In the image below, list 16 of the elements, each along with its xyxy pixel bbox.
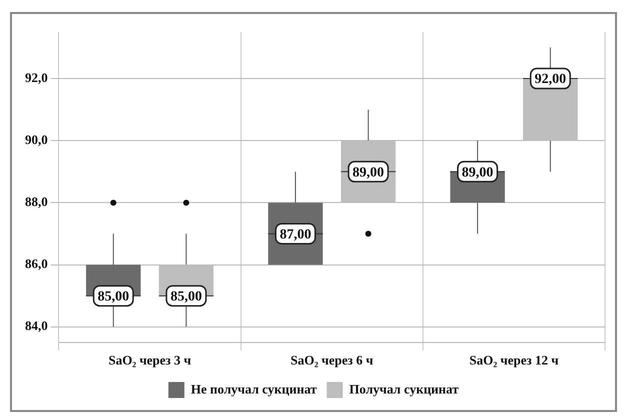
text: 85,00 [170, 289, 202, 304]
legend-label: Не получал сукцинат [190, 381, 318, 396]
text: 89,00 [462, 165, 494, 180]
text: 87,00 [280, 227, 312, 242]
text: 92,00 [534, 72, 566, 88]
x-tick-label: SaO₂ через 12 ч [469, 352, 559, 368]
y-tick-label: 92,0 [25, 70, 48, 85]
y-tick-label: 88,0 [25, 194, 48, 210]
y-tick-label: 86,0 [25, 256, 48, 272]
text: 85,00 [98, 289, 130, 304]
legend-label: Получал сукцинат [349, 381, 460, 396]
y-tick-label: 90,0 [25, 132, 48, 147]
x-tick-label: SaO₂ через 3 ч [108, 352, 192, 368]
text: 89,00 [352, 165, 384, 180]
x-tick-label: SaO₂ через 6 ч [290, 352, 374, 368]
y-tick-label: 84,0 [25, 318, 48, 334]
